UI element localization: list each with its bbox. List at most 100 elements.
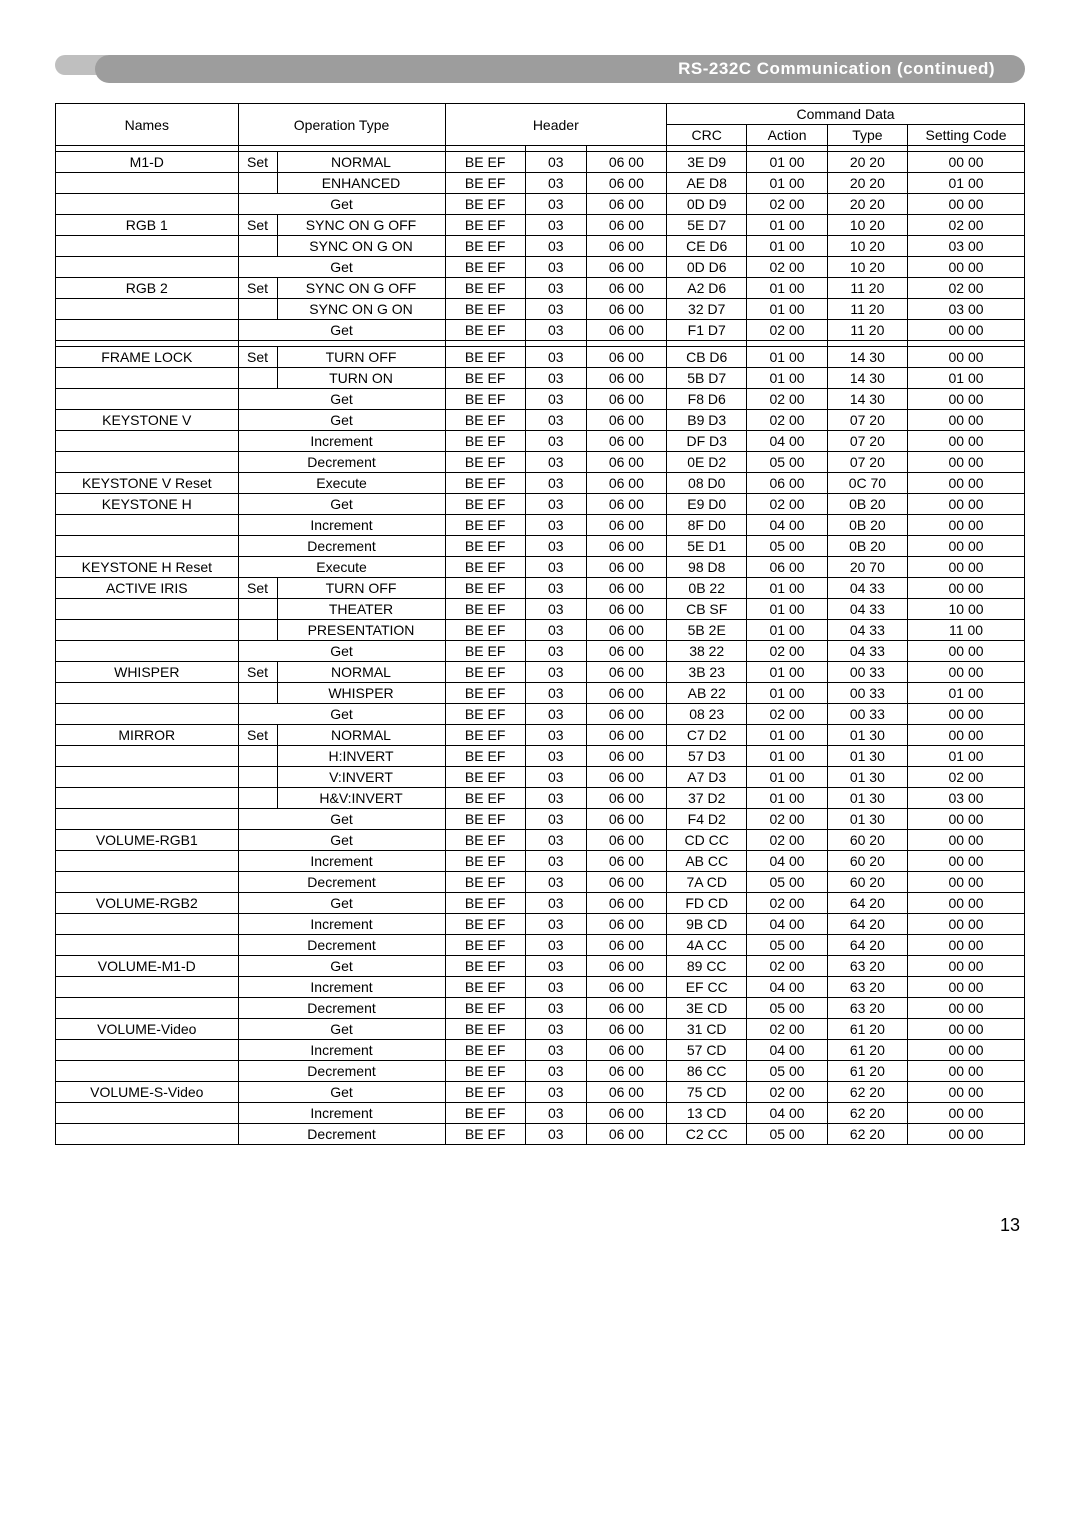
th-header: Header (445, 104, 667, 146)
cell-name (56, 173, 239, 194)
cell-header2: 03 (525, 641, 586, 662)
cell-header3: 06 00 (586, 599, 666, 620)
cell-header1: BE EF (445, 809, 525, 830)
cell-setting: 00 00 (908, 1103, 1025, 1124)
cell-crc: 5E D7 (667, 215, 747, 236)
cell-set (238, 683, 277, 704)
cell-header3: 06 00 (586, 620, 666, 641)
cell-operation: Increment (238, 977, 445, 998)
cell-type: 14 30 (827, 347, 907, 368)
cell-crc: 08 D0 (667, 473, 747, 494)
cell-set (238, 599, 277, 620)
cell-header3: 06 00 (586, 809, 666, 830)
cell-header2: 03 (525, 1061, 586, 1082)
table-row: IncrementBE EF0306 0057 CD04 0061 2000 0… (56, 1040, 1025, 1061)
cell-operation: Execute (238, 557, 445, 578)
cell-header2: 03 (525, 236, 586, 257)
cell-setting: 00 00 (908, 956, 1025, 977)
cell-action: 02 00 (747, 1019, 827, 1040)
cell-operation: Get (238, 1019, 445, 1040)
cell-header2: 03 (525, 389, 586, 410)
cell-type: 01 30 (827, 767, 907, 788)
cell-type: 07 20 (827, 410, 907, 431)
cell-crc: 37 D2 (667, 788, 747, 809)
table-row: GetBE EF0306 00F4 D202 0001 3000 00 (56, 809, 1025, 830)
table-row: DecrementBE EF0306 00C2 CC05 0062 2000 0… (56, 1124, 1025, 1145)
cell-type: 20 20 (827, 194, 907, 215)
command-table: Names Operation Type Header Command Data… (55, 103, 1025, 1145)
cell-type: 20 20 (827, 152, 907, 173)
cell-operation: SYNC ON G ON (277, 236, 445, 257)
cell-header2: 03 (525, 1124, 586, 1145)
cell-header2: 03 (525, 494, 586, 515)
cell-name: KEYSTONE H Reset (56, 557, 239, 578)
table-row: KEYSTONE V ResetExecuteBE EF0306 0008 D0… (56, 473, 1025, 494)
cell-header3: 06 00 (586, 494, 666, 515)
cell-operation: V:INVERT (277, 767, 445, 788)
cell-setting: 00 00 (908, 977, 1025, 998)
cell-setting: 02 00 (908, 215, 1025, 236)
cell-crc: 0D D9 (667, 194, 747, 215)
cell-header2: 03 (525, 746, 586, 767)
table-row: KEYSTONE VGetBE EF0306 00B9 D302 0007 20… (56, 410, 1025, 431)
cell-crc: 89 CC (667, 956, 747, 977)
cell-setting: 00 00 (908, 152, 1025, 173)
cell-set: Set (238, 215, 277, 236)
cell-action: 01 00 (747, 767, 827, 788)
cell-header2: 03 (525, 662, 586, 683)
cell-set (238, 299, 277, 320)
cell-type: 01 30 (827, 788, 907, 809)
cell-type: 01 30 (827, 809, 907, 830)
cell-header3: 06 00 (586, 641, 666, 662)
cell-crc: CB D6 (667, 347, 747, 368)
cell-header2: 03 (525, 893, 586, 914)
cell-name (56, 914, 239, 935)
table-row: SYNC ON G ONBE EF0306 00CE D601 0010 200… (56, 236, 1025, 257)
cell-action: 06 00 (747, 557, 827, 578)
cell-operation: Get (238, 809, 445, 830)
cell-operation: SYNC ON G ON (277, 299, 445, 320)
cell-type: 60 20 (827, 872, 907, 893)
cell-header1: BE EF (445, 431, 525, 452)
table-row: ACTIVE IRISSetTURN OFFBE EF0306 000B 220… (56, 578, 1025, 599)
table-row: THEATERBE EF0306 00CB SF01 0004 3310 00 (56, 599, 1025, 620)
cell-setting: 00 00 (908, 914, 1025, 935)
cell-setting: 00 00 (908, 194, 1025, 215)
cell-setting: 00 00 (908, 935, 1025, 956)
cell-operation: Decrement (238, 935, 445, 956)
cell-setting: 02 00 (908, 278, 1025, 299)
cell-header2: 03 (525, 704, 586, 725)
cell-action: 05 00 (747, 452, 827, 473)
cell-header1: BE EF (445, 683, 525, 704)
cell-operation: Decrement (238, 452, 445, 473)
cell-type: 61 20 (827, 1040, 907, 1061)
cell-operation: WHISPER (277, 683, 445, 704)
cell-action: 01 00 (747, 683, 827, 704)
cell-crc: FD CD (667, 893, 747, 914)
cell-header1: BE EF (445, 935, 525, 956)
cell-header3: 06 00 (586, 1040, 666, 1061)
cell-name: WHISPER (56, 662, 239, 683)
table-row: WHISPERBE EF0306 00AB 2201 0000 3301 00 (56, 683, 1025, 704)
cell-type: 01 30 (827, 725, 907, 746)
cell-header2: 03 (525, 1082, 586, 1103)
cell-action: 01 00 (747, 347, 827, 368)
cell-crc: DF D3 (667, 431, 747, 452)
cell-name (56, 257, 239, 278)
cell-header2: 03 (525, 215, 586, 236)
cell-action: 04 00 (747, 1040, 827, 1061)
cell-header1: BE EF (445, 536, 525, 557)
cell-header1: BE EF (445, 1019, 525, 1040)
cell-action: 01 00 (747, 152, 827, 173)
cell-header2: 03 (525, 152, 586, 173)
cell-name (56, 683, 239, 704)
cell-crc: EF CC (667, 977, 747, 998)
cell-set: Set (238, 662, 277, 683)
cell-type: 61 20 (827, 1019, 907, 1040)
cell-header1: BE EF (445, 215, 525, 236)
cell-setting: 10 00 (908, 599, 1025, 620)
cell-action: 01 00 (747, 278, 827, 299)
cell-name (56, 236, 239, 257)
cell-header1: BE EF (445, 494, 525, 515)
cell-action: 02 00 (747, 1082, 827, 1103)
